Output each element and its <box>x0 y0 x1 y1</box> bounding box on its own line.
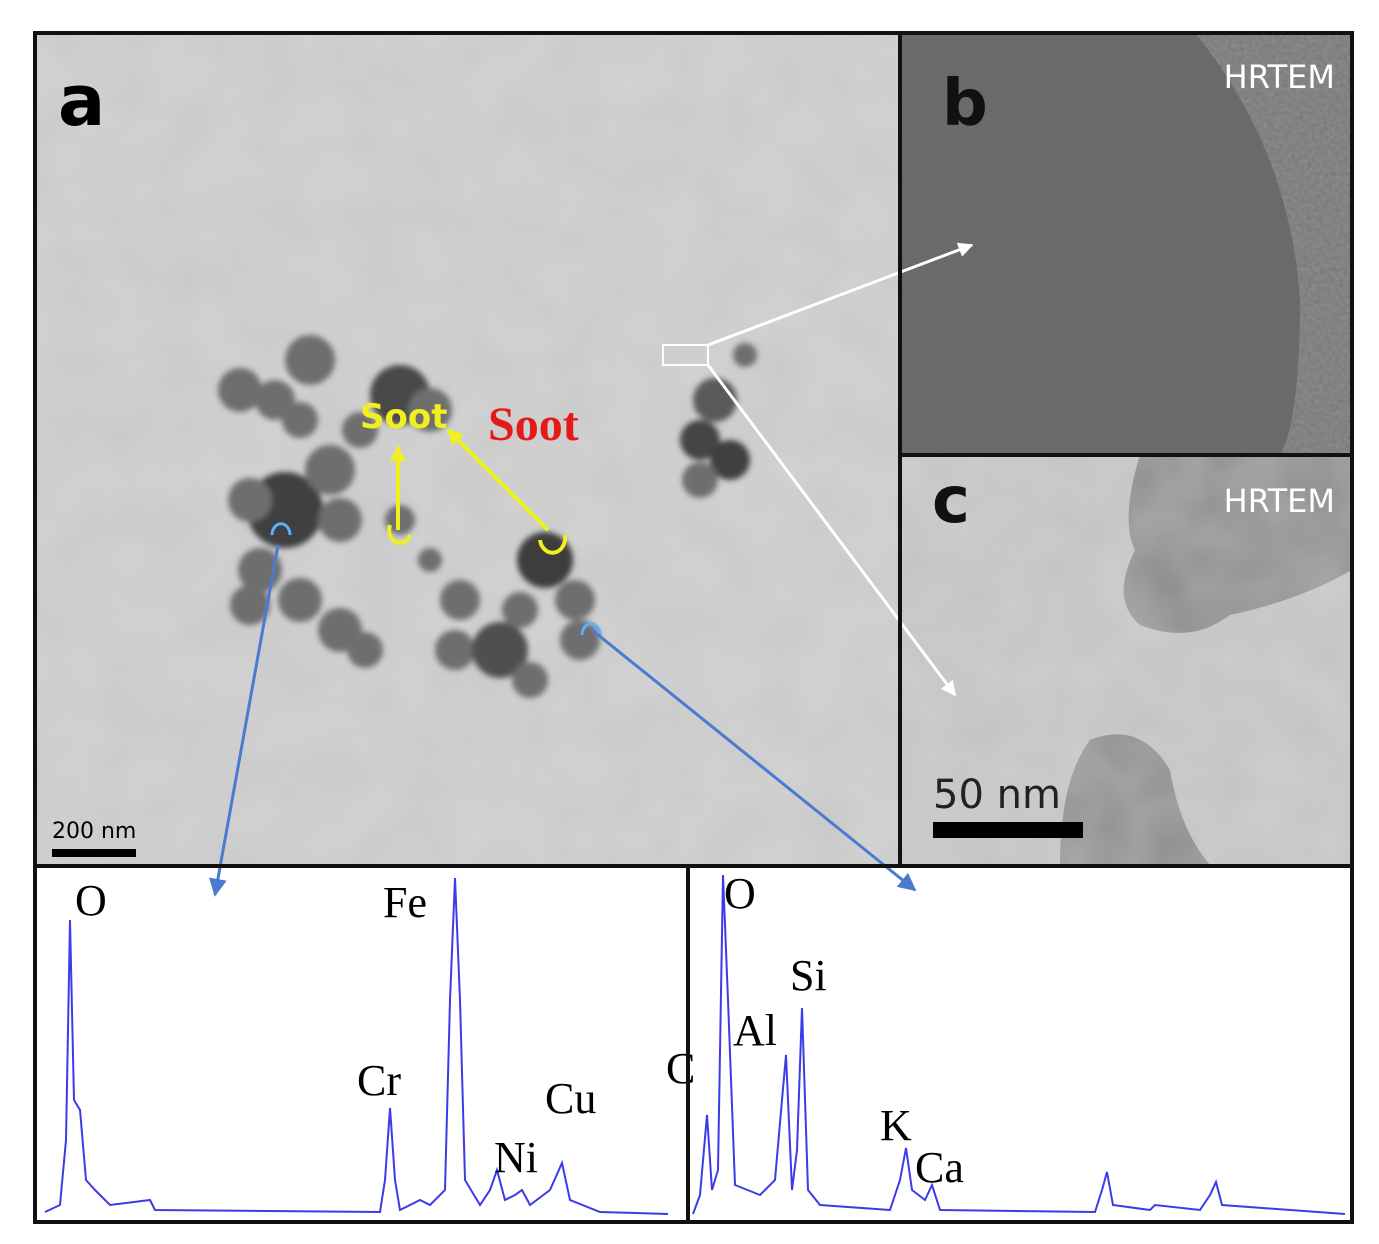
yellow-arrows <box>387 428 568 555</box>
scale-bar-label: 200 nm <box>52 819 136 844</box>
hrtem-texture <box>900 455 1352 865</box>
panel-frames <box>33 31 1354 1224</box>
peak-label: Ca <box>915 1143 964 1192</box>
spectrum-arrows <box>209 544 917 897</box>
zoom-arrows <box>706 242 974 697</box>
peak-label: O <box>75 876 107 925</box>
peak-label: Al <box>733 1006 777 1055</box>
peak-label: Cr <box>357 1056 401 1105</box>
spectrum-right: O Si Al C K Ca <box>666 868 1350 1220</box>
peak-label: Cu <box>545 1074 596 1123</box>
panel-b: b HRTEM <box>900 33 1352 455</box>
panel-label: c <box>932 464 970 538</box>
panel-label: a <box>58 60 105 142</box>
annotation: Soot <box>488 398 579 451</box>
peak-label: Ni <box>494 1133 538 1182</box>
spectrum-frame <box>38 868 688 1220</box>
spectrum-frame <box>690 868 1350 1220</box>
analysis-spots <box>270 522 602 636</box>
peak-label: Si <box>790 951 827 1000</box>
panel-a: a Soot Soot 200 nm <box>35 33 900 865</box>
scale-bar <box>933 822 1083 838</box>
technique-label: HRTEM <box>1224 482 1335 520</box>
technique-label: HRTEM <box>1224 58 1335 96</box>
soot-agglomerate <box>218 335 757 698</box>
peak-label: C <box>666 1044 695 1093</box>
panel-label: b <box>942 67 988 141</box>
zoom-box <box>662 344 709 366</box>
panel-c: c HRTEM 50 nm <box>900 455 1352 865</box>
peak-label: K <box>880 1101 912 1150</box>
peak-label: O <box>724 869 756 918</box>
spectrum-curve <box>44 877 669 1215</box>
hrtem-texture <box>900 33 1352 455</box>
peak-label: Fe <box>383 878 427 927</box>
spectrum-left: O Fe Cr Ni Cu <box>38 868 688 1220</box>
annotation: Soot <box>360 397 447 437</box>
scale-bar-label: 50 nm <box>933 772 1061 818</box>
spectrum-curve <box>692 874 1346 1215</box>
scale-bar <box>52 849 136 857</box>
